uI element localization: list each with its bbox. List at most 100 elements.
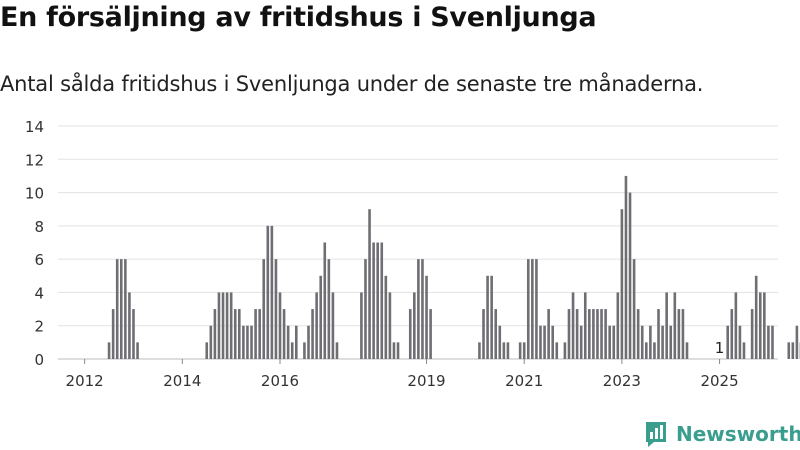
bar [632, 259, 636, 359]
bar [327, 259, 331, 359]
bar [490, 275, 493, 359]
bar [205, 342, 209, 359]
bar [645, 342, 648, 359]
bar [319, 275, 323, 359]
bar [132, 309, 135, 359]
bar [669, 325, 673, 359]
bars [107, 175, 800, 359]
bar [547, 309, 550, 359]
bar [290, 342, 294, 359]
bar [307, 325, 310, 359]
data-label: 1 [715, 339, 725, 357]
bar [254, 309, 257, 359]
bar [754, 275, 758, 359]
bar [579, 325, 583, 359]
bar [567, 309, 571, 359]
bar [498, 325, 502, 359]
bar [791, 342, 795, 359]
bar [384, 275, 388, 359]
bar [335, 342, 339, 359]
bar [225, 292, 229, 359]
bar [258, 309, 261, 359]
bar [429, 309, 432, 359]
bar [726, 325, 730, 359]
bar [417, 259, 420, 359]
bar [608, 325, 611, 359]
bar [636, 309, 640, 359]
bar [624, 175, 628, 359]
bar [539, 325, 542, 359]
bar [360, 292, 363, 359]
bar [583, 292, 587, 359]
bar [294, 325, 298, 359]
bar [136, 342, 139, 359]
bar [502, 342, 506, 359]
bar [551, 325, 554, 359]
bar [604, 309, 607, 359]
bar [303, 342, 306, 359]
bar [543, 325, 546, 359]
bar [482, 309, 485, 359]
bar [795, 325, 799, 359]
bar [685, 342, 689, 359]
bar [311, 309, 314, 359]
bar [246, 325, 249, 359]
bar-chart: 0 2 4 6 8 10 12 14 2012 2014 2016 2019 2021 2023 2025… [25, 118, 800, 390]
bar [478, 342, 481, 359]
bar [331, 292, 335, 359]
bar [323, 242, 327, 359]
bar [486, 275, 489, 359]
bar [233, 309, 237, 359]
bar [649, 325, 652, 359]
y-tick-label: 0 [34, 351, 44, 369]
brand-name: Newsworthy [676, 422, 800, 446]
bar [600, 309, 603, 359]
bar [531, 259, 534, 359]
bar [730, 309, 734, 359]
brand-logo: Newsworthy [644, 419, 800, 449]
y-tick-label: 2 [34, 318, 44, 336]
bar [677, 309, 681, 359]
bar [592, 309, 595, 359]
bar [274, 259, 278, 359]
bar [111, 309, 115, 359]
bar [421, 259, 424, 359]
bar [128, 292, 131, 359]
annotations: 1 [715, 339, 725, 357]
y-tick-label: 12 [25, 151, 44, 169]
chart-title: En försäljning av fritidshus i Svenljung… [0, 2, 597, 33]
bar [588, 309, 591, 359]
bar [380, 242, 384, 359]
bar [563, 342, 567, 359]
bar [368, 209, 371, 359]
y-tick-label: 4 [34, 284, 44, 302]
bar [665, 292, 668, 359]
bar [571, 292, 575, 359]
x-tick-label: 2014 [163, 372, 201, 390]
bar [742, 342, 746, 359]
bar [372, 242, 375, 359]
bar [413, 292, 416, 359]
bar [628, 192, 632, 359]
bar [620, 209, 624, 359]
x-tick-label: 2019 [407, 372, 445, 390]
bar [392, 342, 396, 359]
bar [526, 259, 530, 359]
bar [221, 292, 225, 359]
bar [115, 259, 119, 359]
bar [673, 292, 677, 359]
bar [270, 225, 274, 359]
bar [209, 325, 213, 359]
bar [124, 259, 127, 359]
bar [506, 342, 510, 359]
bar [262, 259, 266, 359]
bar [758, 292, 762, 359]
y-tick-label: 10 [25, 185, 44, 203]
x-tick-label: 2021 [505, 372, 543, 390]
bar [734, 292, 738, 359]
y-axis: 0 2 4 6 8 10 12 14 [25, 118, 44, 369]
x-tick-label: 2025 [700, 372, 738, 390]
bar [522, 342, 526, 359]
bar [535, 259, 538, 359]
bar [612, 325, 616, 359]
